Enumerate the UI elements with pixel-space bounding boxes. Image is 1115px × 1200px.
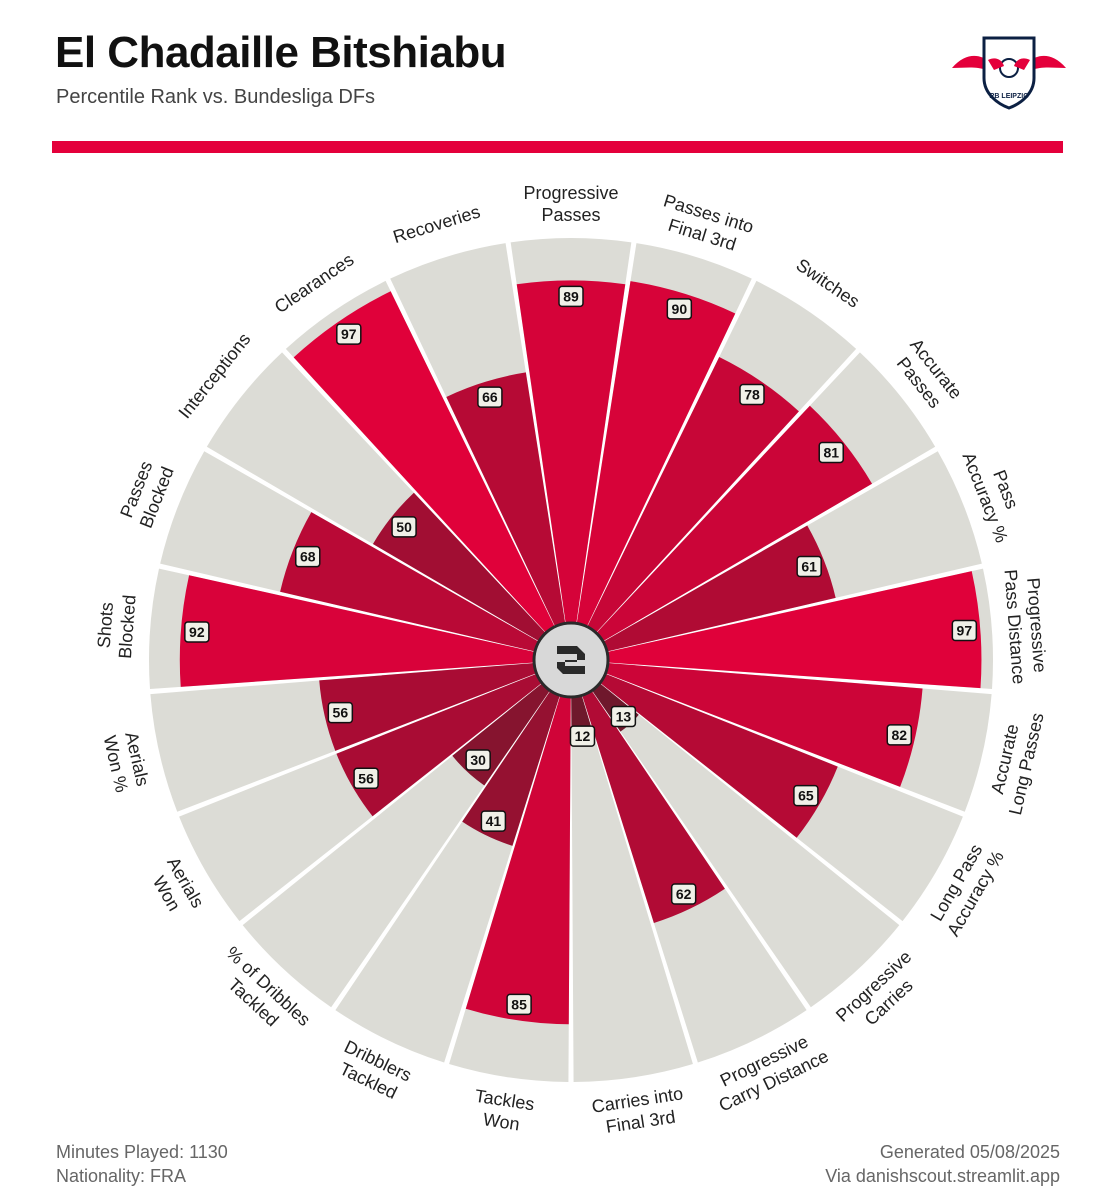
- bar-switches: [587, 357, 799, 633]
- bg-wedge-progressive-carries: [592, 683, 900, 1008]
- value-label-switches: 78: [739, 383, 765, 406]
- value-text-shots-blocked: 92: [189, 624, 205, 640]
- category-label-progressive-passes: Progressive Passes: [523, 183, 618, 225]
- category-label-accurate-long-passes: AccurateLong Passes: [984, 706, 1048, 817]
- value-text-recoveries: 66: [482, 389, 498, 405]
- value-label-recoveries: 66: [477, 386, 503, 408]
- value-label-accurate-passes: 81: [818, 441, 844, 464]
- generated-date: Generated 05/08/2025: [879, 1142, 1060, 1162]
- bar-passes-into-final-3rd: [576, 281, 736, 627]
- value-text-pass-accuracy-pct: 61: [801, 559, 817, 575]
- bg-wedge-carries-into-final-3rd: [571, 695, 693, 1082]
- value-label-pct-of-dribbles-tackled: 30: [465, 749, 491, 771]
- bar-progressive-carry-distance: [582, 690, 725, 923]
- center-logo: [532, 621, 610, 699]
- value-text-carries-into-final-3rd: 12: [575, 728, 591, 744]
- bar-clearances: [293, 291, 555, 633]
- value-label-passes-into-final-3rd: 90: [666, 298, 693, 320]
- bar-tackles-won: [465, 695, 571, 1025]
- source-credit: Via danishscout.streamlit.app: [825, 1166, 1060, 1186]
- category-label-aerials-won-pct: AerialsWon %: [100, 729, 154, 795]
- bar-pass-accuracy-pct: [603, 525, 836, 652]
- bar-aerials-won: [336, 673, 542, 817]
- category-label-passes-blocked: PassesBlocked: [115, 456, 177, 531]
- bar-shots-blocked: [179, 575, 535, 687]
- value-text-tackles-won: 85: [511, 996, 527, 1012]
- value-wedges: [179, 280, 982, 1025]
- page-title: El Chadaille Bitshiabu: [55, 28, 507, 77]
- value-text-aerials-won: 56: [358, 770, 374, 786]
- value-text-interceptions: 50: [396, 519, 412, 535]
- category-label-aerials-won: AerialsWon: [144, 854, 208, 923]
- value-label-passes-blocked: 68: [294, 545, 321, 568]
- footer-left: Minutes Played: 1130 Nationality: FRA: [56, 1140, 228, 1188]
- category-label-progressive-pass-distance: ProgressivePass Distance: [1000, 567, 1050, 685]
- bar-accurate-long-passes: [605, 662, 923, 787]
- bar-long-pass-accuracy-pct: [600, 673, 838, 838]
- value-label-tackles-won: 85: [506, 993, 532, 1016]
- value-label-shots-blocked: 92: [184, 621, 210, 643]
- category-label-carries-into-final-3rd: Carries intoFinal 3rd: [590, 1083, 687, 1138]
- value-label-aerials-won-pct: 56: [327, 701, 354, 724]
- left-bull-icon: [952, 55, 990, 70]
- club-logo: RB LEIPZIG: [952, 36, 1066, 110]
- logo-text: RB LEIPZIG: [989, 93, 1029, 100]
- value-text-progressive-carry-distance: 62: [676, 886, 692, 902]
- page-subtitle: Percentile Rank vs. Bundesliga DFs: [56, 86, 376, 108]
- value-text-clearances: 97: [341, 326, 357, 342]
- value-label-progressive-carries: 13: [610, 705, 637, 728]
- bar-progressive-passes: [516, 280, 626, 624]
- right-bull-icon: [1028, 55, 1066, 70]
- value-text-dribblers-tackled: 41: [486, 813, 502, 829]
- value-label-pass-accuracy-pct: 61: [796, 555, 822, 578]
- category-label-shots-blocked: ShotsBlocked: [93, 592, 140, 659]
- bar-progressive-pass-distance: [607, 571, 982, 689]
- danishscout-icon: [557, 646, 585, 674]
- value-text-aerials-won-pct: 56: [333, 705, 349, 721]
- value-label-progressive-pass-distance: 97: [951, 619, 978, 642]
- value-text-progressive-carries: 13: [616, 708, 632, 724]
- category-label-tackles-won: TacklesWon: [470, 1086, 536, 1136]
- value-label-interceptions: 50: [391, 516, 417, 538]
- category-label-passes-into-final-3rd: Passes intoFinal 3rd: [655, 190, 756, 258]
- value-label-dribblers-tackled: 41: [480, 810, 507, 832]
- bar-passes-blocked: [280, 512, 539, 652]
- value-label-aerials-won: 56: [353, 767, 379, 790]
- value-text-accurate-passes: 81: [823, 444, 839, 460]
- value-text-progressive-pass-distance: 97: [957, 623, 973, 639]
- bar-dribblers-tackled: [462, 690, 560, 846]
- header-accent-bar: [52, 141, 1063, 153]
- bar-aerials-won-pct: [319, 662, 537, 751]
- value-label-accurate-long-passes: 82: [886, 724, 913, 746]
- value-text-long-pass-accuracy-pct: 65: [798, 788, 814, 804]
- value-label-clearances: 97: [336, 323, 362, 345]
- value-label-progressive-carry-distance: 62: [670, 883, 697, 905]
- value-labels: 89 90 78 81 61 97 82 65 13 62 12 85 41 30 56 56 92 68 50 97…: [184, 285, 978, 1016]
- value-text-progressive-passes: 89: [563, 288, 579, 304]
- category-label-switches: Switches: [792, 255, 863, 312]
- bar-recoveries: [446, 372, 566, 627]
- value-text-passes-into-final-3rd: 90: [672, 301, 688, 317]
- nationality: Nationality: FRA: [56, 1166, 187, 1186]
- value-label-carries-into-final-3rd: 12: [569, 725, 596, 747]
- value-text-switches: 78: [744, 387, 760, 403]
- bar-accurate-passes: [596, 405, 873, 642]
- category-label-recoveries: Recoveries: [391, 201, 483, 247]
- value-label-progressive-passes: 89: [558, 285, 584, 308]
- value-text-passes-blocked: 68: [300, 549, 316, 565]
- value-label-long-pass-accuracy-pct: 65: [793, 784, 819, 807]
- value-text-pct-of-dribbles-tackled: 30: [470, 752, 486, 768]
- minutes-played: Minutes Played: 1130: [56, 1142, 228, 1162]
- value-text-accurate-long-passes: 82: [891, 727, 907, 743]
- footer-right: Generated 05/08/2025 Via danishscout.str…: [825, 1140, 1060, 1188]
